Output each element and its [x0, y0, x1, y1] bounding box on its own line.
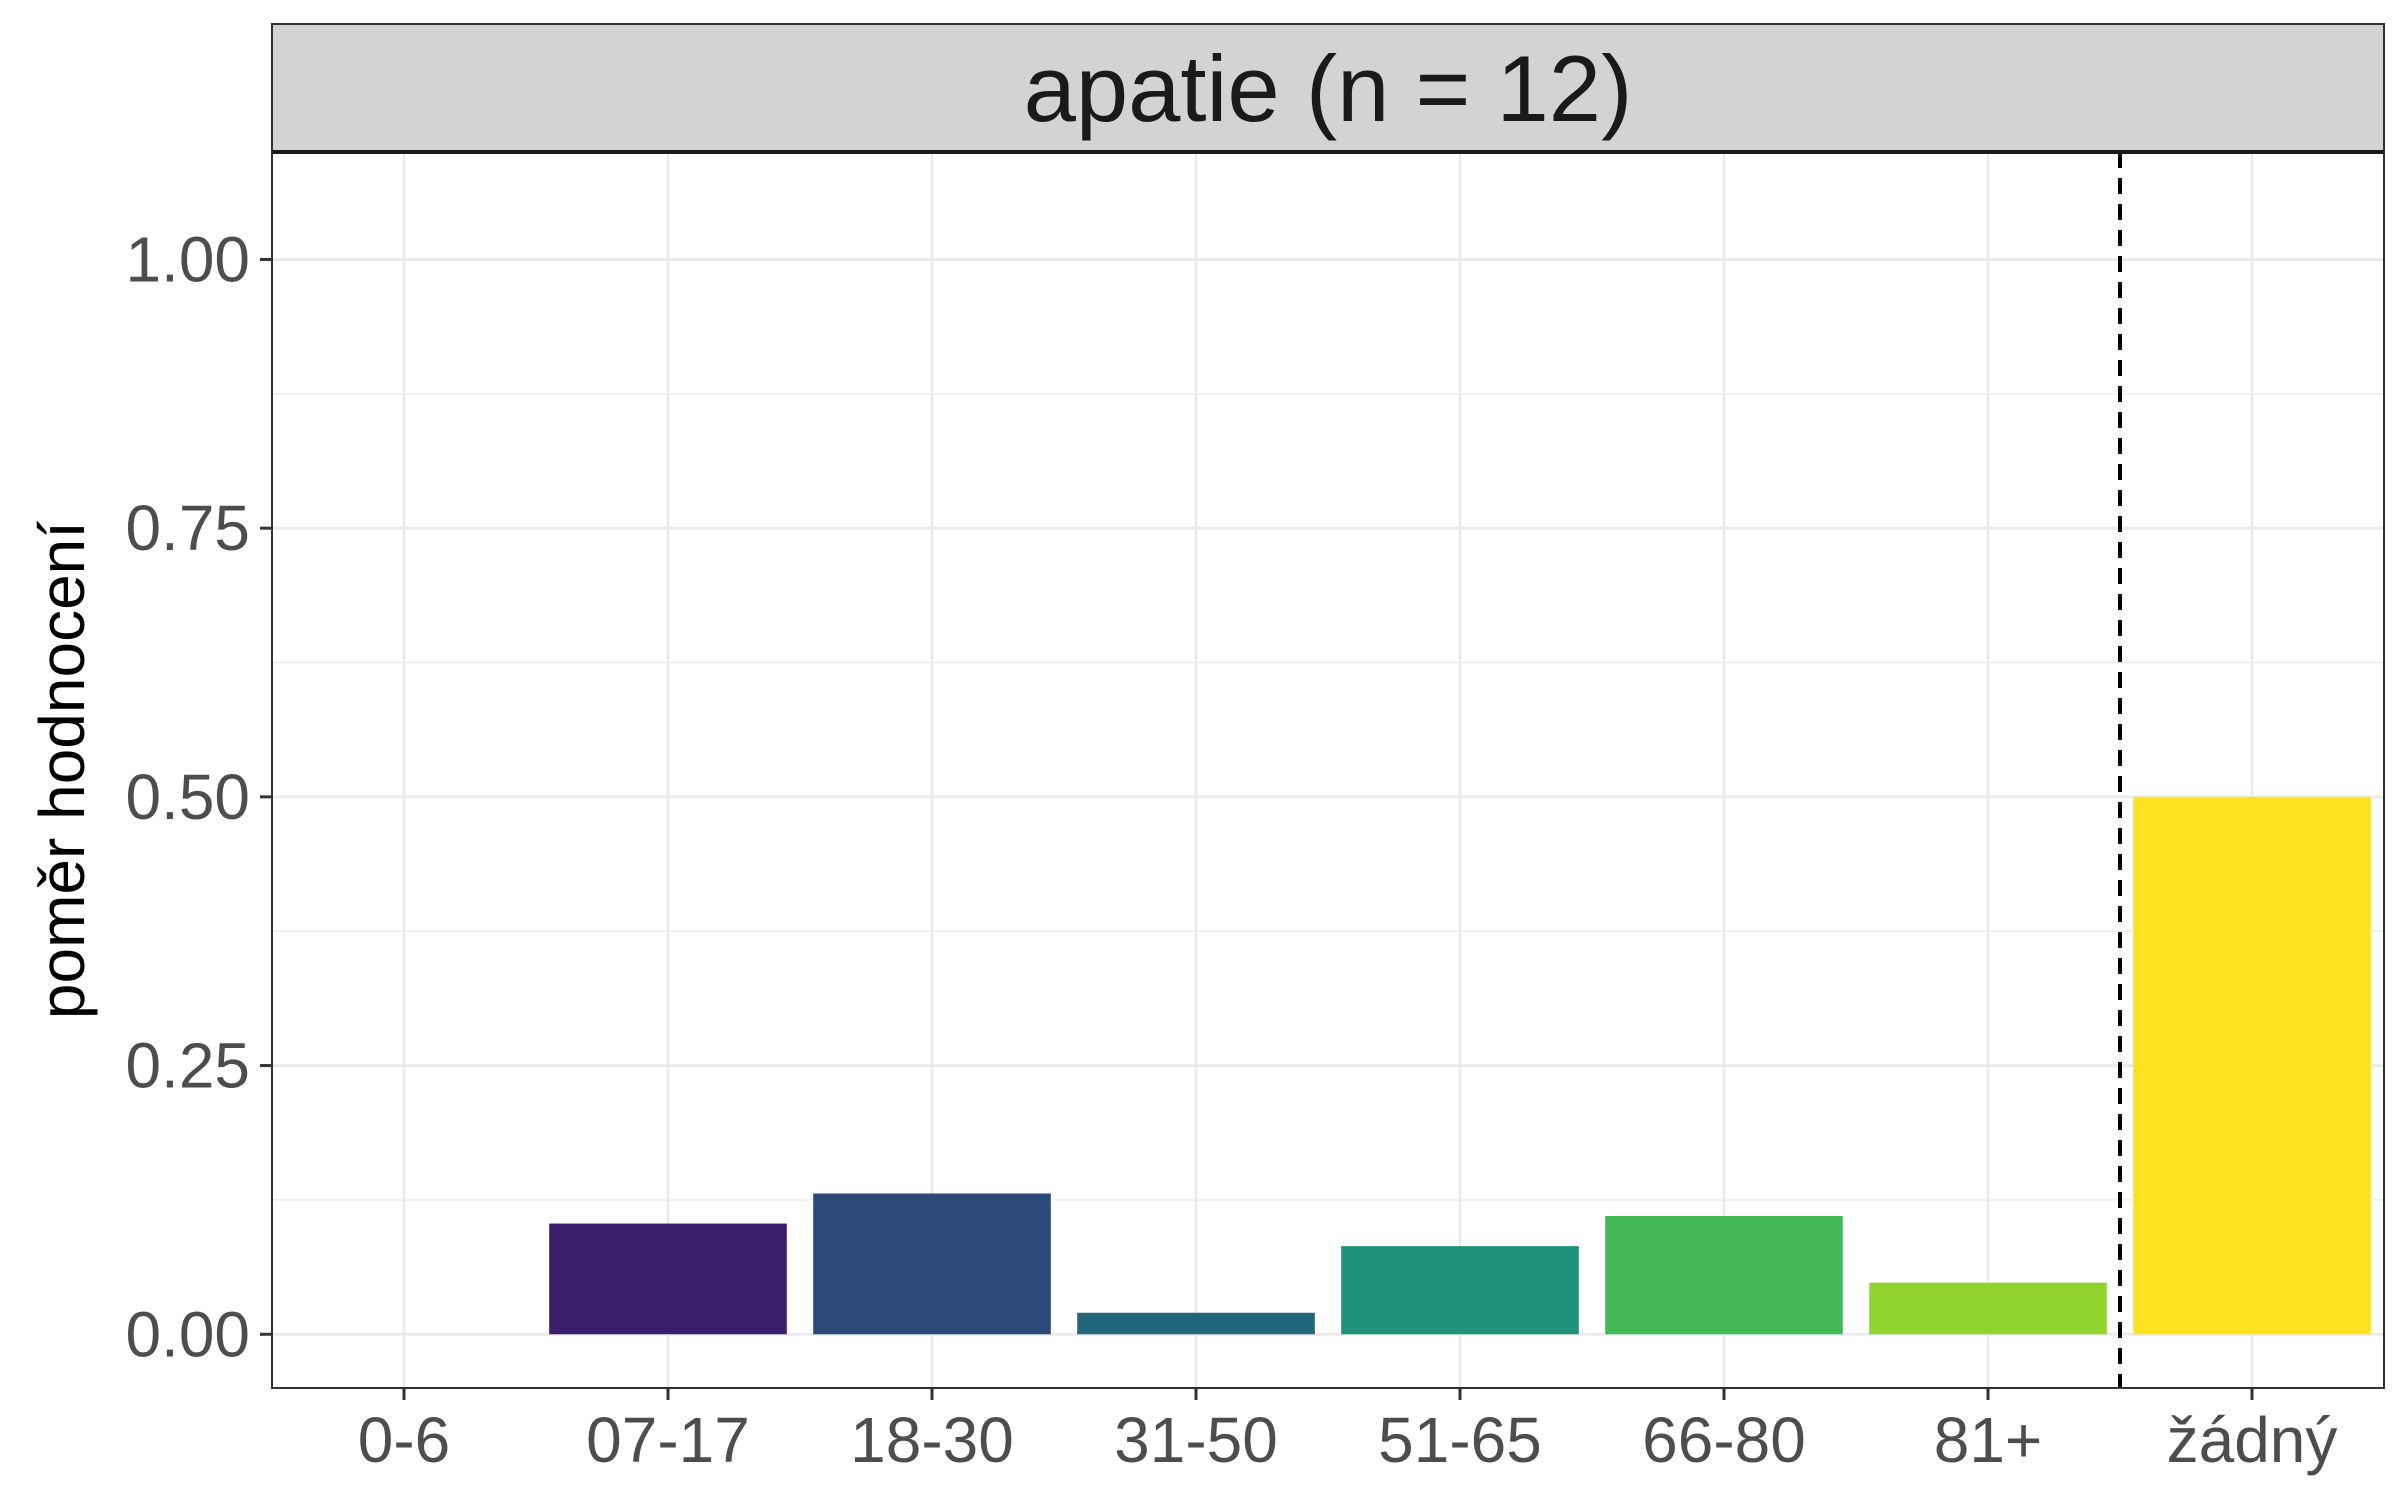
x-tick-label: 81+	[1934, 1404, 2043, 1476]
facet-strip: apatie (n = 12)	[271, 23, 2385, 154]
x-tick-label: 51-65	[1378, 1404, 1542, 1476]
panel-border	[271, 151, 2385, 1389]
bar-66-80	[1605, 1216, 1843, 1335]
bar-31-50	[1077, 1312, 1315, 1335]
x-tick-label: žádný	[2167, 1404, 2338, 1476]
y-tick-label: 0.25	[125, 1030, 250, 1102]
bar-18-30	[813, 1193, 1051, 1335]
bars	[549, 796, 2371, 1335]
facet-strip-background	[271, 23, 2385, 153]
grid-lines	[272, 152, 2384, 1388]
bar-07-17	[549, 1223, 787, 1335]
y-axis-title: poměr hodnocení	[26, 521, 98, 1019]
x-tick-label: 18-30	[850, 1404, 1014, 1476]
bar-51-65	[1341, 1246, 1579, 1335]
y-tick-label: 0.50	[125, 761, 250, 833]
x-axis: 0-6 07-17 18-30 31-50 51-65 66-80 81+ žádný	[358, 1388, 2338, 1476]
x-tick-label: 07-17	[586, 1404, 750, 1476]
y-axis: 0.00 0.25 0.50 0.75 1.00	[125, 223, 272, 1370]
x-tick-label: 31-50	[1114, 1404, 1278, 1476]
bar-žádný	[2133, 796, 2371, 1335]
bar-81+	[1869, 1282, 2107, 1335]
panel-frame	[271, 151, 2385, 1389]
facet-title: apatie (n = 12)	[1024, 36, 1633, 141]
x-tick-label: 0-6	[358, 1404, 451, 1476]
x-tick-label: 66-80	[1642, 1404, 1806, 1476]
y-tick-label: 0.75	[125, 492, 250, 564]
y-tick-label: 0.00	[125, 1298, 250, 1370]
y-tick-label: 1.00	[125, 223, 250, 295]
